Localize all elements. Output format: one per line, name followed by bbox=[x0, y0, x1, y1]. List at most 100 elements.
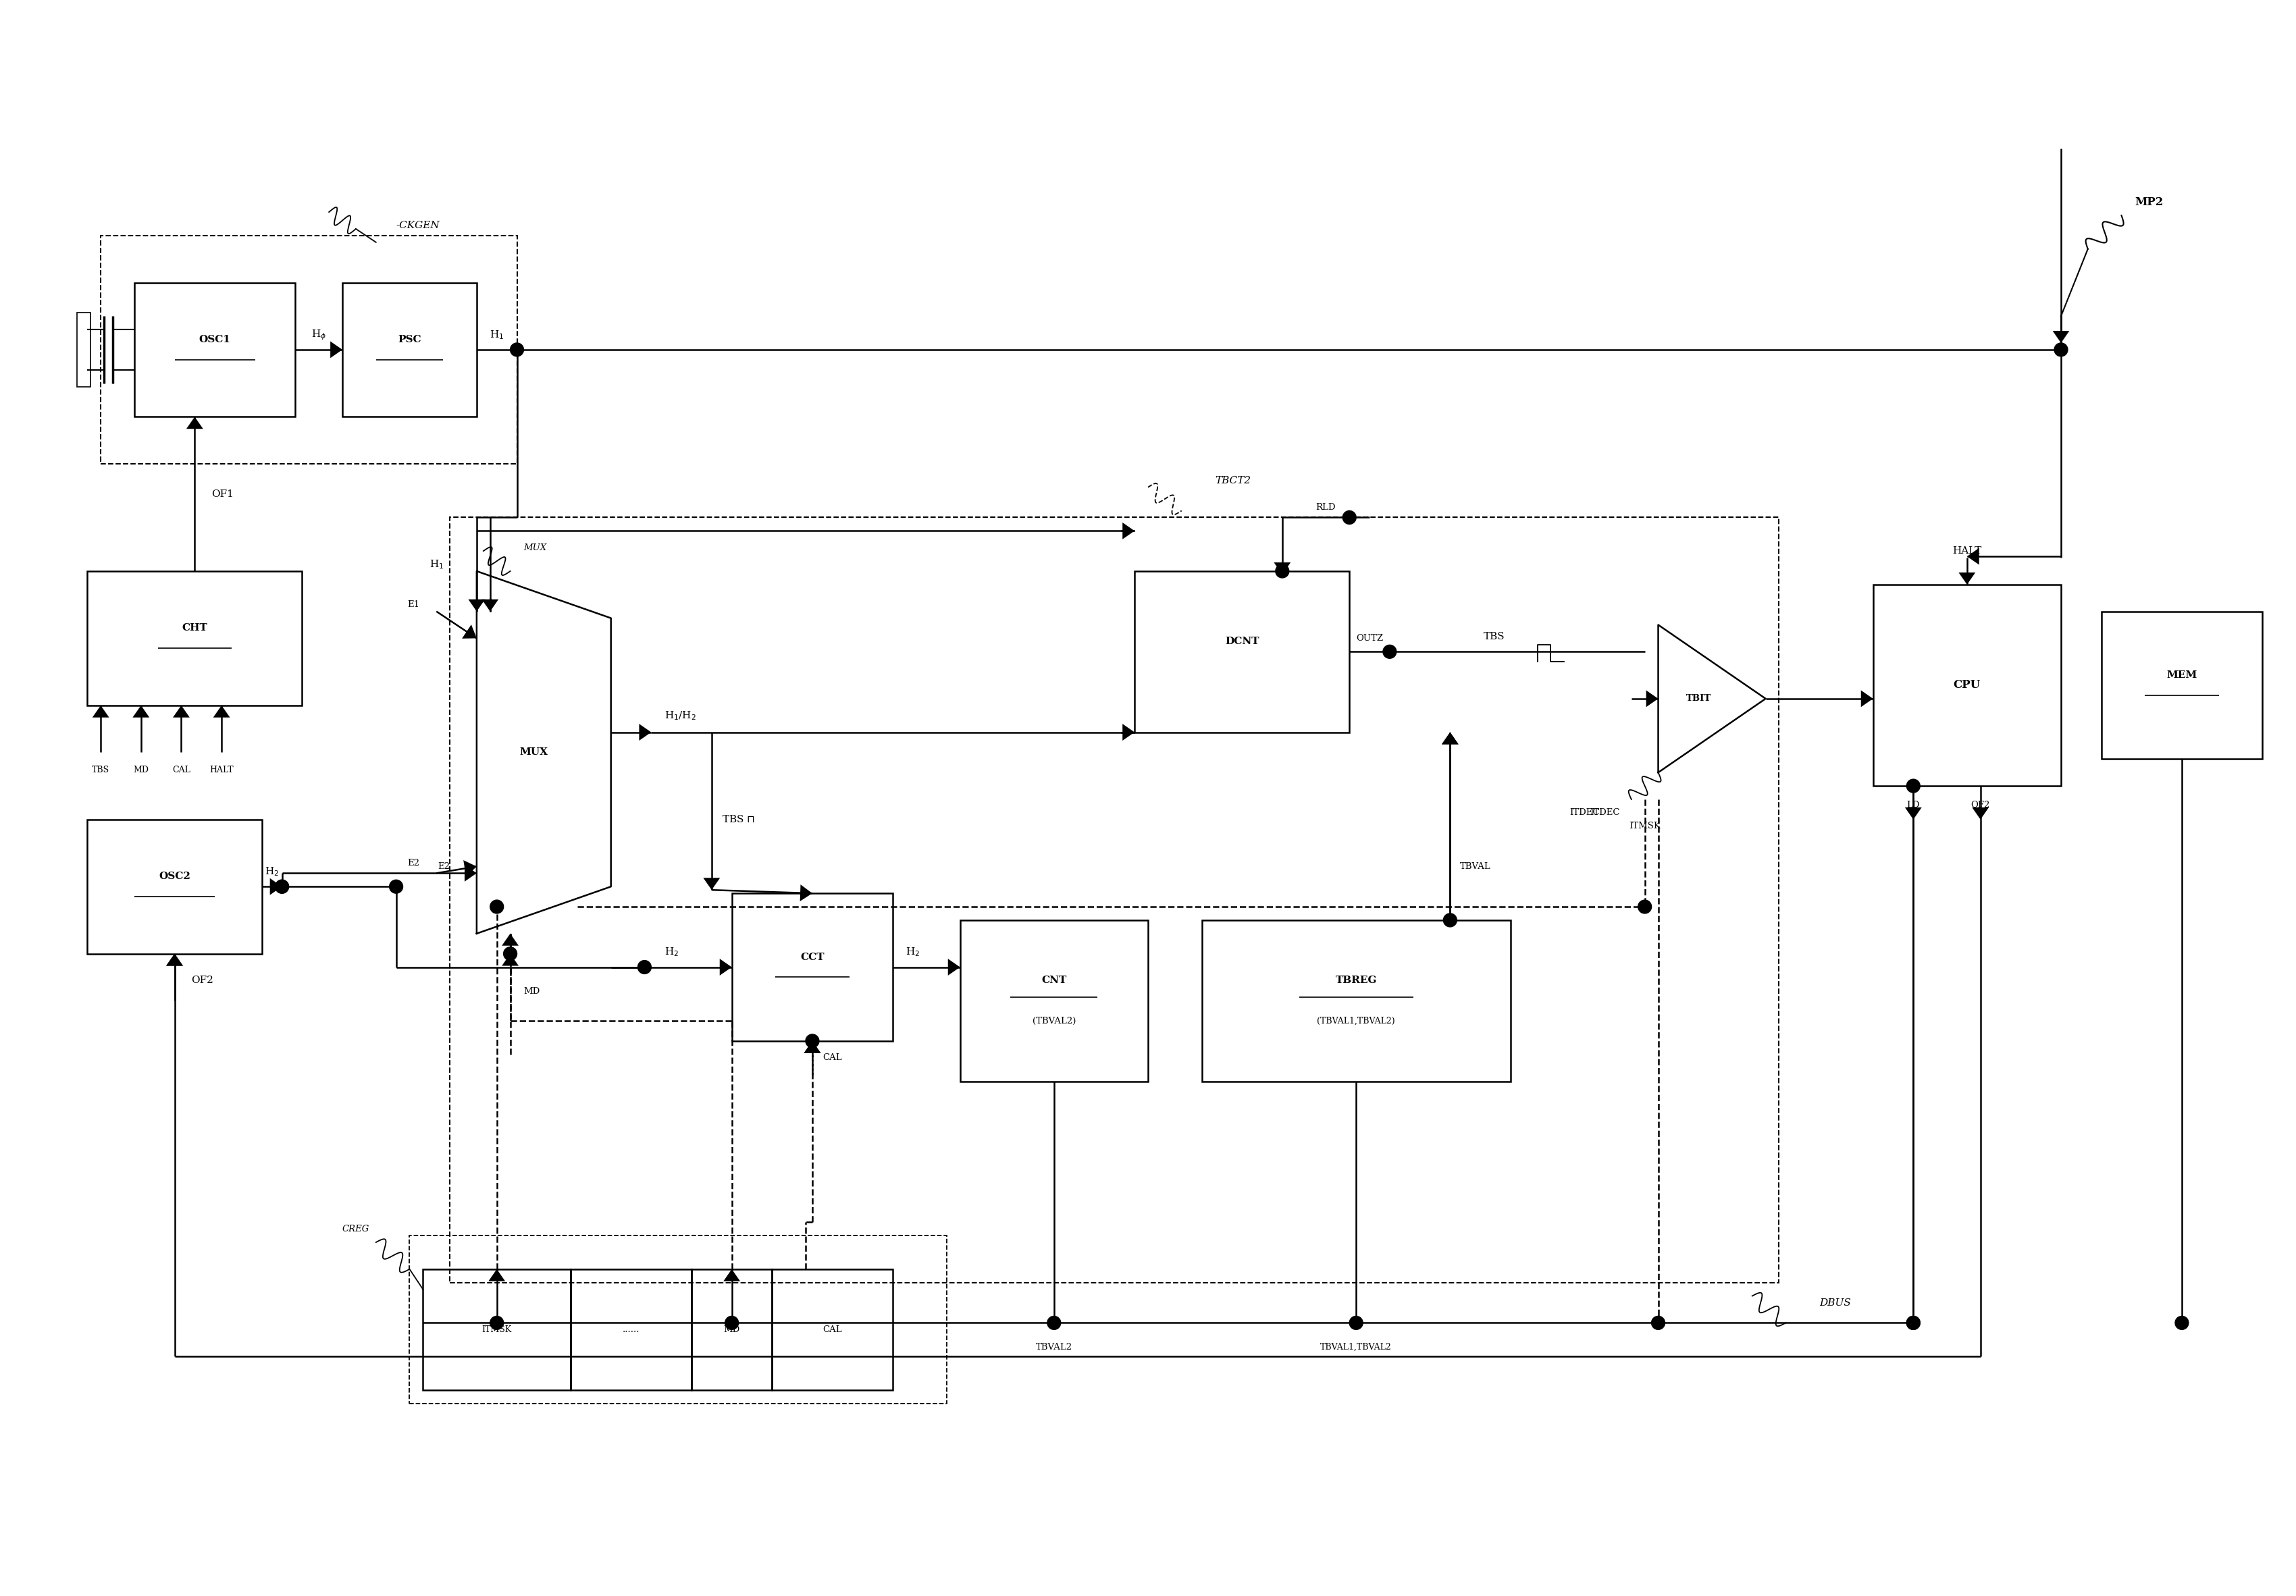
Text: H$_2$: H$_2$ bbox=[664, 946, 680, 958]
Polygon shape bbox=[468, 600, 484, 611]
Circle shape bbox=[1382, 645, 1396, 659]
Polygon shape bbox=[165, 954, 184, 966]
Text: TBCT2: TBCT2 bbox=[1215, 476, 1251, 485]
Circle shape bbox=[1651, 1317, 1665, 1329]
Polygon shape bbox=[331, 342, 342, 358]
Text: ......: ...... bbox=[622, 1325, 641, 1334]
Polygon shape bbox=[461, 624, 478, 638]
Text: ITDEC: ITDEC bbox=[1589, 809, 1619, 817]
Circle shape bbox=[806, 1034, 820, 1047]
Bar bbox=[87, 819, 262, 954]
Bar bbox=[572, 1269, 691, 1390]
Text: H$_1$/H$_2$: H$_1$/H$_2$ bbox=[664, 710, 696, 721]
Polygon shape bbox=[165, 954, 184, 966]
Text: (TBVAL1,TBVAL2): (TBVAL1,TBVAL2) bbox=[1318, 1017, 1396, 1025]
Bar bbox=[422, 1269, 572, 1390]
Text: MUX: MUX bbox=[519, 747, 549, 757]
Circle shape bbox=[1444, 913, 1456, 927]
Text: (TBVAL2): (TBVAL2) bbox=[1033, 1017, 1077, 1025]
Text: MP2: MP2 bbox=[2135, 196, 2163, 207]
Circle shape bbox=[489, 900, 503, 913]
Text: OF2: OF2 bbox=[1970, 801, 1991, 809]
Text: CREG: CREG bbox=[342, 1224, 370, 1234]
Polygon shape bbox=[92, 705, 110, 718]
Polygon shape bbox=[1646, 691, 1658, 707]
Polygon shape bbox=[503, 934, 519, 946]
Text: TBVAL1,TBVAL2: TBVAL1,TBVAL2 bbox=[1320, 1342, 1391, 1352]
Polygon shape bbox=[503, 954, 519, 966]
Text: ITMSK: ITMSK bbox=[1628, 822, 1660, 830]
Text: TBVAL: TBVAL bbox=[1460, 862, 1490, 871]
Text: MD: MD bbox=[723, 1325, 739, 1334]
Circle shape bbox=[2055, 343, 2069, 356]
Circle shape bbox=[1343, 511, 1357, 523]
Polygon shape bbox=[719, 959, 732, 975]
Text: TBS $\sqcap$: TBS $\sqcap$ bbox=[721, 814, 755, 824]
Text: TBREG: TBREG bbox=[1336, 975, 1378, 985]
Circle shape bbox=[503, 946, 517, 961]
Text: H$_1$: H$_1$ bbox=[489, 329, 503, 342]
Polygon shape bbox=[1862, 691, 1874, 707]
Bar bbox=[732, 894, 893, 1041]
Text: CAL: CAL bbox=[822, 1325, 843, 1334]
Polygon shape bbox=[482, 600, 498, 611]
Circle shape bbox=[1350, 1317, 1364, 1329]
Circle shape bbox=[1277, 565, 1288, 578]
Circle shape bbox=[390, 879, 402, 894]
Text: H$_2$: H$_2$ bbox=[264, 867, 280, 878]
Text: CAL: CAL bbox=[822, 1053, 843, 1061]
Bar bbox=[960, 921, 1148, 1080]
Text: TBIT: TBIT bbox=[1685, 694, 1711, 704]
Polygon shape bbox=[186, 417, 202, 429]
Circle shape bbox=[510, 343, 523, 356]
Text: OF1: OF1 bbox=[211, 490, 234, 498]
Text: TBS: TBS bbox=[92, 766, 110, 774]
Text: CPU: CPU bbox=[1954, 680, 1981, 691]
Circle shape bbox=[276, 879, 289, 894]
Polygon shape bbox=[1442, 733, 1458, 744]
Text: H$_2$: H$_2$ bbox=[907, 946, 921, 958]
Polygon shape bbox=[948, 959, 960, 975]
Text: OUTZ: OUTZ bbox=[1357, 634, 1382, 643]
Bar bbox=[691, 1269, 771, 1390]
Circle shape bbox=[1637, 900, 1651, 913]
Text: H$_\phi$: H$_\phi$ bbox=[312, 329, 326, 342]
Polygon shape bbox=[172, 705, 191, 718]
Polygon shape bbox=[1123, 725, 1134, 741]
Text: CCT: CCT bbox=[801, 953, 824, 962]
Circle shape bbox=[276, 879, 289, 894]
Text: DCNT: DCNT bbox=[1226, 637, 1258, 646]
Circle shape bbox=[1906, 779, 1919, 793]
Polygon shape bbox=[464, 865, 478, 881]
Text: E2: E2 bbox=[439, 862, 450, 871]
Text: RLD: RLD bbox=[1316, 503, 1336, 512]
Polygon shape bbox=[133, 705, 149, 718]
Circle shape bbox=[2174, 1317, 2188, 1329]
Text: CHT: CHT bbox=[181, 624, 207, 634]
Polygon shape bbox=[1906, 808, 1922, 819]
Circle shape bbox=[726, 1317, 739, 1329]
Text: HALT: HALT bbox=[1952, 546, 1981, 555]
Circle shape bbox=[1906, 1317, 1919, 1329]
Polygon shape bbox=[464, 860, 478, 876]
Polygon shape bbox=[703, 878, 721, 891]
Bar bbox=[409, 1235, 946, 1403]
Text: LD: LD bbox=[1906, 801, 1919, 809]
Polygon shape bbox=[1968, 547, 1979, 565]
Text: PSC: PSC bbox=[397, 335, 420, 345]
Circle shape bbox=[489, 1317, 503, 1329]
Text: MEM: MEM bbox=[2167, 670, 2197, 680]
Bar bbox=[78, 313, 90, 386]
Text: OF2: OF2 bbox=[191, 975, 214, 985]
Polygon shape bbox=[1958, 573, 1975, 584]
Text: CNT: CNT bbox=[1042, 975, 1068, 985]
Bar bbox=[1201, 921, 1511, 1080]
Bar bbox=[1874, 584, 2062, 785]
Text: TBVAL2: TBVAL2 bbox=[1035, 1342, 1072, 1352]
Text: MD: MD bbox=[523, 988, 540, 996]
Bar bbox=[342, 282, 478, 417]
Polygon shape bbox=[638, 725, 652, 741]
Bar bbox=[101, 236, 517, 464]
Polygon shape bbox=[271, 878, 282, 895]
Text: HALT: HALT bbox=[209, 766, 234, 774]
